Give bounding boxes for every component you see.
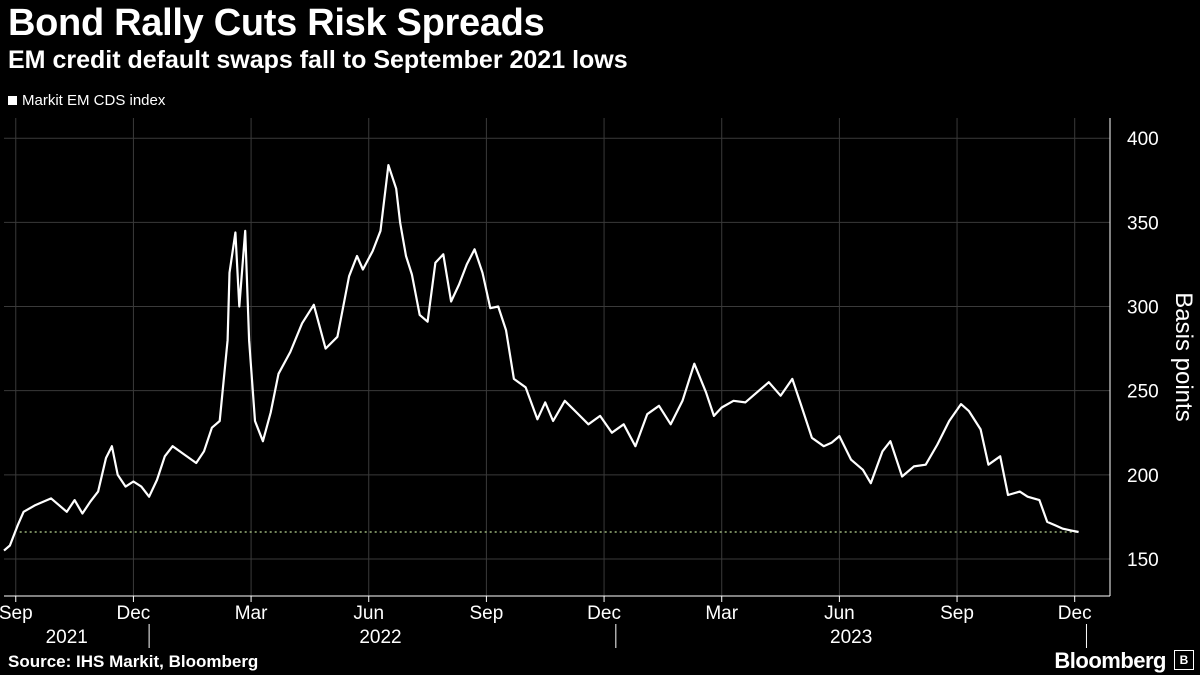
x-tick-label-9: Dec	[1058, 603, 1092, 624]
x-tick-label-7: Jun	[824, 603, 855, 624]
y-tick-label-250: 250	[1127, 382, 1159, 403]
y-tick-label-300: 300	[1127, 298, 1159, 319]
y-axis-title: Basis points	[1170, 292, 1197, 421]
x-tick-label-6: Mar	[705, 603, 738, 624]
year-label-2023: 2023	[830, 627, 872, 648]
x-tick-label-5: Dec	[587, 603, 621, 624]
x-tick-label-3: Jun	[353, 603, 384, 624]
x-tick-label-1: Dec	[117, 603, 151, 624]
legend: Markit EM CDS index	[8, 92, 165, 109]
x-tick-label-8: Sep	[940, 603, 974, 624]
y-tick-label-350: 350	[1127, 213, 1159, 234]
year-label-2022: 2022	[359, 627, 401, 648]
series-line-markit-em-cds	[3, 164, 1079, 552]
y-tick-label-200: 200	[1127, 466, 1159, 487]
x-tick-label-4: Sep	[469, 603, 503, 624]
chart-subtitle: EM credit default swaps fall to Septembe…	[8, 46, 628, 74]
bloomberg-b-icon: B	[1174, 650, 1194, 670]
chart-title: Bond Rally Cuts Risk Spreads	[8, 2, 545, 44]
source-note: Source: IHS Markit, Bloomberg	[8, 652, 259, 671]
x-tick-label-2: Mar	[235, 603, 268, 624]
legend-label: Markit EM CDS index	[22, 92, 166, 109]
bloomberg-logo: Bloomberg	[1054, 648, 1166, 673]
legend-swatch	[8, 96, 17, 105]
y-tick-label-400: 400	[1127, 129, 1159, 150]
year-label-2021: 2021	[46, 627, 88, 648]
y-tick-label-150: 150	[1127, 550, 1159, 571]
x-tick-label-0: Sep	[0, 603, 33, 624]
